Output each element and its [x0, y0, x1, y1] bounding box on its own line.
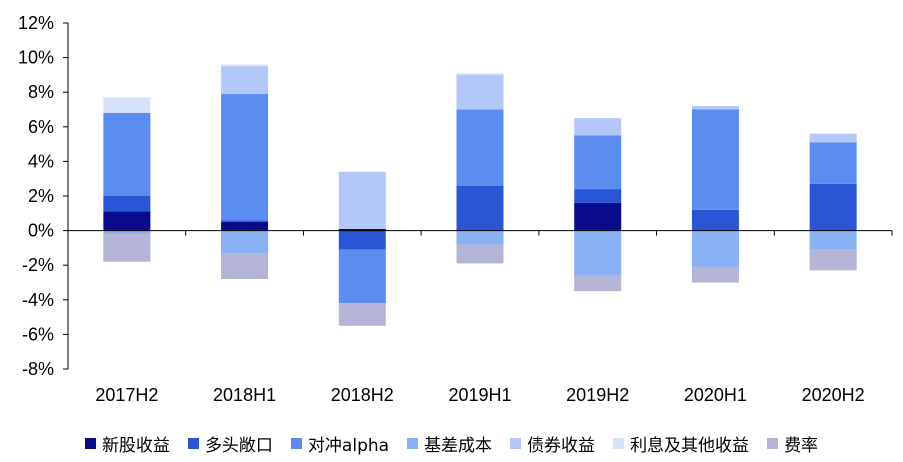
- legend-swatch: [187, 437, 199, 449]
- bar-segment: [221, 220, 269, 222]
- y-tick-label: -6%: [22, 324, 54, 344]
- bar-segment: [691, 209, 739, 231]
- legend-item: 多头敞口: [187, 431, 273, 456]
- bar-segment: [456, 109, 504, 186]
- y-tick-label: 0%: [28, 221, 54, 241]
- y-tick-label: 10%: [18, 48, 54, 68]
- y-tick-label: -4%: [22, 290, 54, 310]
- bar-segment: [691, 109, 739, 210]
- bar-segment: [221, 66, 269, 94]
- x-tick-label: 2020H1: [684, 385, 747, 405]
- bar-segment: [574, 189, 622, 203]
- bar-segment: [338, 228, 386, 231]
- bar-segment: [103, 196, 151, 212]
- bar-segment: [809, 183, 857, 231]
- x-tick-label: 2019H1: [448, 385, 511, 405]
- legend-label: 基差成本: [424, 435, 493, 456]
- bar-segment: [574, 202, 622, 231]
- y-tick-label: 12%: [18, 13, 54, 33]
- y-tick-label: -8%: [22, 359, 54, 379]
- bar-segment: [221, 221, 269, 231]
- bar-segment: [809, 142, 857, 184]
- bar-segment: [221, 230, 269, 254]
- legend-label: 新股收益: [101, 435, 170, 456]
- y-tick-label: 6%: [28, 117, 54, 137]
- bar-stacks: [103, 64, 857, 326]
- bar-segment: [221, 253, 269, 280]
- legend-swatch: [613, 437, 625, 449]
- y-tick-label: 8%: [28, 82, 54, 102]
- y-tick-label: 4%: [28, 151, 54, 171]
- bar-segment: [809, 230, 857, 250]
- bar-segment: [103, 230, 151, 235]
- axes: [63, 22, 893, 370]
- bar-segment: [221, 64, 269, 67]
- x-tick-label: 2018H1: [213, 385, 276, 405]
- x-tick-label: 2018H2: [331, 385, 394, 405]
- bar-segment: [338, 230, 386, 250]
- bar-segment: [103, 112, 151, 196]
- stacked-bar-chart: 12% 10% 8% 6% 4% 2% 0% -2% -4% -6% -8% 2017H2 2018H…: [18, 13, 893, 405]
- bar-segment: [691, 266, 739, 283]
- bar-segment: [574, 230, 622, 276]
- bar-segment: [691, 106, 739, 110]
- legend-swatch: [290, 437, 302, 449]
- bar-segment: [574, 275, 622, 292]
- x-tick-label: 2020H2: [802, 385, 865, 405]
- bar-segment: [456, 73, 504, 75]
- legend-item: 利息及其他收益: [613, 431, 749, 456]
- bar-segment: [456, 244, 504, 264]
- y-axis-tick-labels: 12% 10% 8% 6% 4% 2% 0% -2% -4% -6% -8%: [18, 13, 54, 379]
- legend-swatch: [510, 437, 522, 449]
- legend-swatch: [767, 437, 779, 449]
- x-axis-tick-labels: 2017H2 2018H1 2018H2 2019H1 2019H2 2020H1 2020…: [95, 385, 864, 405]
- bar-segment: [456, 230, 504, 245]
- legend-item: 债券收益: [510, 431, 595, 456]
- bar-segment: [574, 135, 622, 190]
- legend-item: 对冲alpha: [290, 431, 390, 456]
- bar-segment: [103, 211, 151, 231]
- bar-segment: [221, 93, 269, 221]
- bar-segment: [456, 185, 504, 231]
- bar-segment: [103, 97, 151, 113]
- bar-segment: [691, 230, 739, 267]
- legend-label: 费率: [784, 435, 819, 456]
- x-tick-label: 2019H2: [566, 385, 629, 405]
- legend-label: 对冲alpha: [307, 435, 390, 456]
- bar-segment: [338, 303, 386, 326]
- bar-segment: [103, 234, 151, 262]
- chart-legend: 新股收益 多头敞口 对冲alpha 基差成本 债券收益 利息及其他收益 费率: [0, 430, 903, 456]
- legend-label: 利息及其他收益: [630, 435, 750, 456]
- legend-item: 新股收益: [84, 431, 170, 456]
- bar-segment: [338, 171, 386, 229]
- legend-item: 基差成本: [407, 431, 492, 456]
- bar-segment: [809, 249, 857, 271]
- legend-swatch: [407, 437, 419, 449]
- legend-item: 费率: [767, 431, 818, 456]
- bar-segment: [338, 249, 386, 304]
- y-tick-label: 2%: [28, 186, 54, 206]
- legend-label: 多头敞口: [204, 435, 273, 456]
- bar-segment: [574, 118, 622, 136]
- legend-swatch: [84, 437, 96, 449]
- y-tick-label: -2%: [22, 255, 54, 275]
- bar-segment: [809, 133, 857, 143]
- x-tick-label: 2017H2: [95, 385, 158, 405]
- bar-segment: [456, 74, 504, 110]
- legend-label: 债券收益: [527, 435, 596, 456]
